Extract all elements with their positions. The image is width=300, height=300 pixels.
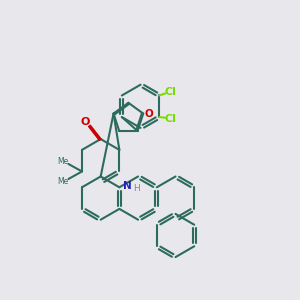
Text: N: N xyxy=(123,181,132,191)
Text: Me: Me xyxy=(58,177,69,186)
Text: Me: Me xyxy=(58,158,69,166)
Text: H: H xyxy=(133,184,140,193)
Text: O: O xyxy=(80,117,89,127)
Text: Cl: Cl xyxy=(165,87,177,97)
Text: Cl: Cl xyxy=(165,114,177,124)
Text: O: O xyxy=(144,109,153,118)
